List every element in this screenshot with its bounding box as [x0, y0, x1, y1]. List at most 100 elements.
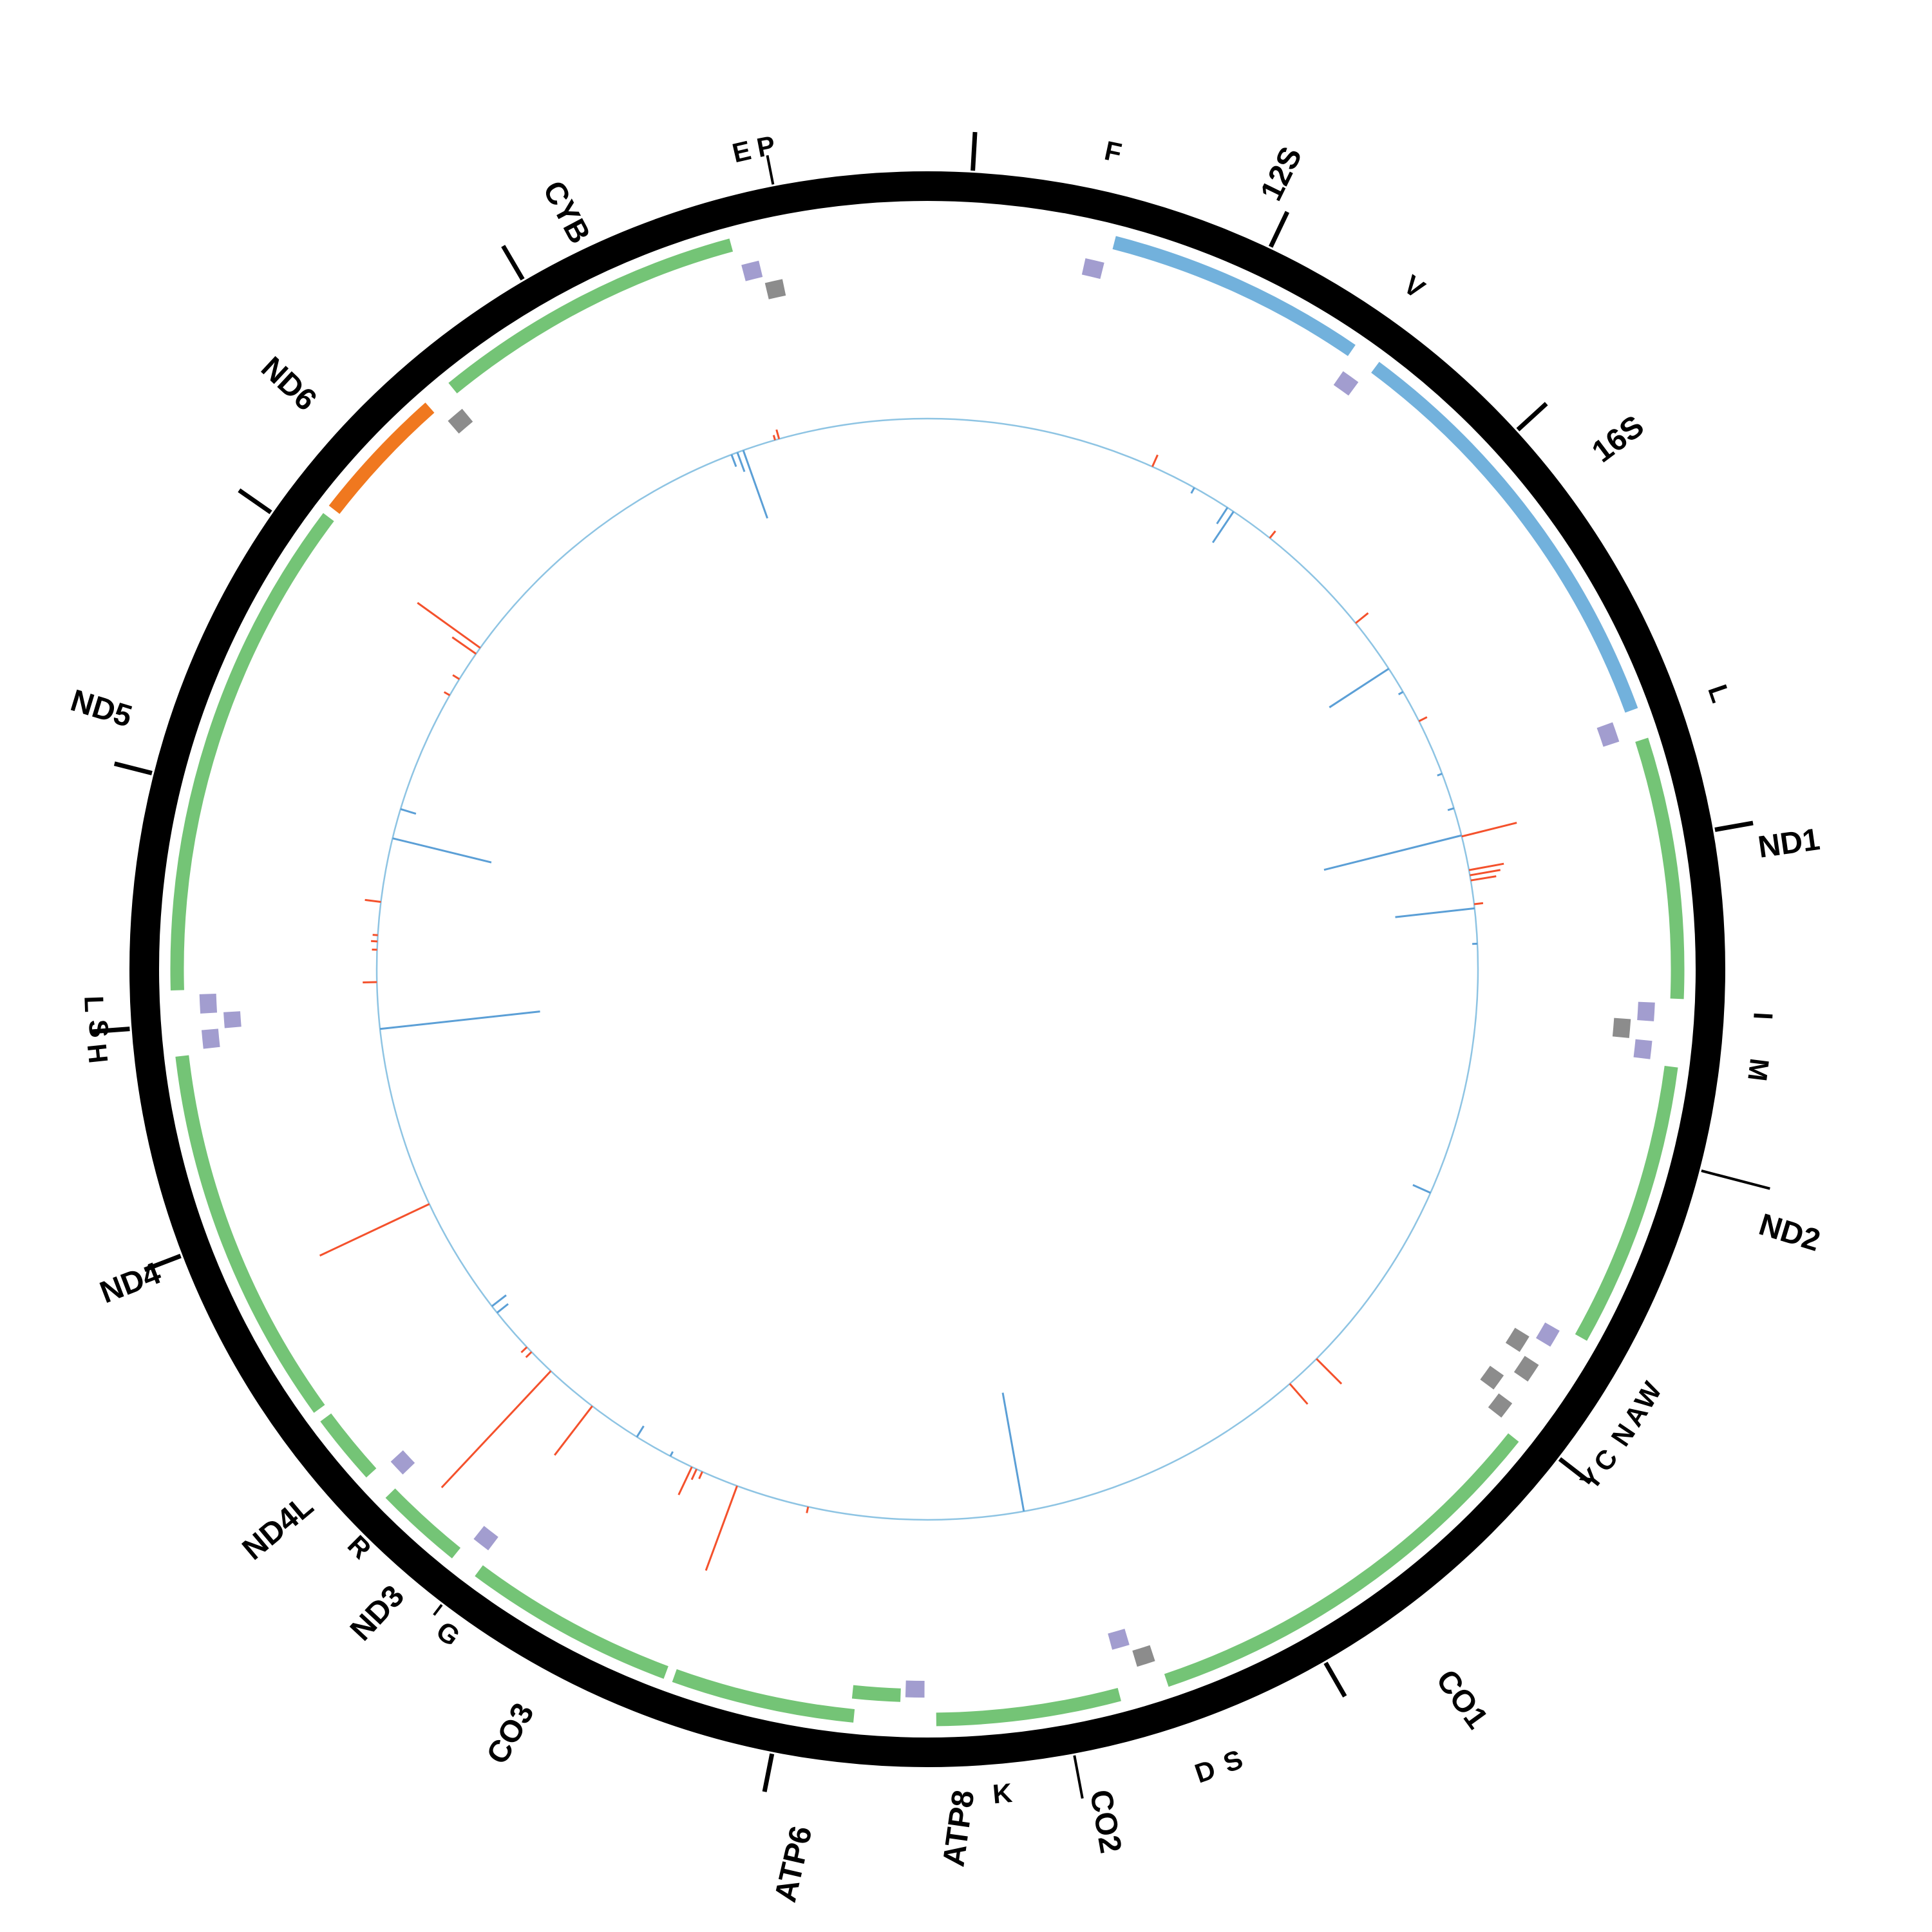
trna-G-dash — [473, 1526, 498, 1551]
signal-spike-inward — [1216, 507, 1229, 525]
signal-spike-inward — [1437, 773, 1443, 777]
signal-spike-outward — [554, 1405, 593, 1456]
gene-ND6-arc — [328, 402, 435, 515]
rrna-16S-arc — [1371, 361, 1638, 713]
label-leader-ND2 — [1701, 1170, 1770, 1190]
signal-spike-inward — [1329, 668, 1390, 708]
trna-I-label: I — [1748, 1012, 1779, 1021]
signal-spike-outward — [1316, 1358, 1343, 1385]
trna-H-dash — [201, 1028, 220, 1049]
axis-tick — [501, 245, 525, 281]
trna-N-dash — [1513, 1356, 1539, 1382]
signal-spike-outward — [1468, 862, 1504, 871]
signal-spike-outward — [775, 429, 781, 439]
axis-tick — [238, 488, 272, 515]
signal-spike-outward — [451, 636, 477, 655]
trna-M-label: M — [1742, 1057, 1775, 1083]
trna-C-dash — [1480, 1365, 1504, 1390]
trna-M-dash — [1633, 1039, 1653, 1059]
trna-I-dash — [1637, 1001, 1655, 1021]
signal-spike-inward — [742, 450, 768, 519]
axis-tick — [144, 1253, 182, 1272]
signal-spike-outward — [1470, 875, 1497, 882]
gene-ND1-arc — [1635, 737, 1685, 999]
trna-L1-dash — [1596, 722, 1620, 747]
signal-spike-outward — [1470, 869, 1501, 876]
gene-ND2-arc — [1575, 1065, 1678, 1341]
trna-W-dash — [1536, 1322, 1560, 1347]
signal-spike-inward — [730, 454, 737, 468]
signal-spike-outward — [690, 1468, 698, 1481]
signal-spike-outward — [440, 1370, 552, 1488]
trna-E-dash — [448, 408, 473, 434]
signal-spike-outward — [520, 1346, 528, 1354]
gene-ND4L-arc — [320, 1413, 377, 1478]
signal-spike-outward — [1418, 716, 1428, 723]
signal-spike-outward — [1461, 822, 1517, 838]
signal-spike-inward — [400, 808, 417, 815]
gene-CO1-arc — [1164, 1433, 1519, 1687]
trna-L2-label: L — [79, 996, 109, 1013]
signal-spike-outward — [1473, 902, 1484, 905]
gene-ND5-arc — [170, 513, 334, 990]
signal-spike-inward — [1395, 907, 1475, 918]
signal-spike-outward — [1151, 454, 1159, 468]
gene-ATP6-arc — [672, 1669, 855, 1723]
signal-spike-outward — [772, 435, 776, 440]
signal-spike-outward — [1269, 530, 1276, 539]
axis-tick — [91, 1027, 130, 1034]
signal-spike-outward — [1355, 612, 1369, 624]
signal-spike-outward — [319, 1203, 430, 1257]
trna-Y-dash — [1488, 1393, 1513, 1418]
signal-spike-inward — [1190, 487, 1195, 494]
signal-baseline-circle — [375, 417, 1479, 1521]
gene-ATP8-arc — [851, 1685, 901, 1702]
axis-tick — [762, 1753, 775, 1792]
signal-spike-outward — [452, 674, 460, 680]
signal-spike-inward — [669, 1451, 674, 1457]
trna-D-dash — [1108, 1629, 1130, 1650]
signal-spike-outward — [1289, 1383, 1309, 1405]
axis-tick — [113, 761, 153, 775]
trna-R-dash — [390, 1450, 415, 1475]
trna-S1-dash — [1132, 1645, 1155, 1667]
trna-A-dash — [1505, 1327, 1530, 1352]
axis-tick — [1714, 820, 1754, 832]
signal-spike-inward — [379, 1010, 540, 1030]
gene-ND4-arc — [175, 1055, 325, 1413]
signal-spike-outward — [705, 1485, 738, 1571]
trna-S2-dash — [223, 1011, 242, 1028]
signal-spike-outward — [371, 940, 378, 943]
trna-T-dash — [741, 260, 763, 281]
trna-L2-dash — [199, 994, 218, 1014]
signal-spike-inward — [1447, 807, 1455, 811]
signal-spike-inward — [1211, 511, 1235, 544]
axis-tick — [1516, 402, 1548, 431]
signal-spike-inward — [496, 1303, 509, 1314]
axis-tick — [971, 131, 978, 171]
trna-P-dash — [764, 279, 786, 299]
trna-K-label: K — [991, 1777, 1013, 1809]
axis-tick — [1268, 211, 1290, 248]
signal-spike-inward — [491, 1294, 507, 1307]
signal-spike-outward — [363, 981, 377, 984]
signal-spike-inward — [1001, 1392, 1025, 1512]
trna-Q-dash — [1612, 1018, 1631, 1038]
label-leader-CO2 — [1073, 1755, 1084, 1799]
signal-spike-outward — [525, 1351, 533, 1358]
genome-backbone-ring — [129, 171, 1725, 1767]
signal-spike-inward — [392, 837, 492, 864]
gene-ND3-arc — [385, 1488, 461, 1558]
signal-spike-outward — [677, 1466, 693, 1495]
signal-spike-inward — [636, 1425, 645, 1438]
signal-spike-inward — [736, 451, 746, 473]
signal-spike-inward — [1412, 1184, 1431, 1194]
signal-spike-outward — [443, 691, 451, 696]
trna-H-label: H — [82, 1042, 114, 1065]
trna-V-dash — [1333, 371, 1359, 396]
gene-CYB-arc — [448, 238, 734, 393]
axis-tick — [1558, 1457, 1592, 1484]
